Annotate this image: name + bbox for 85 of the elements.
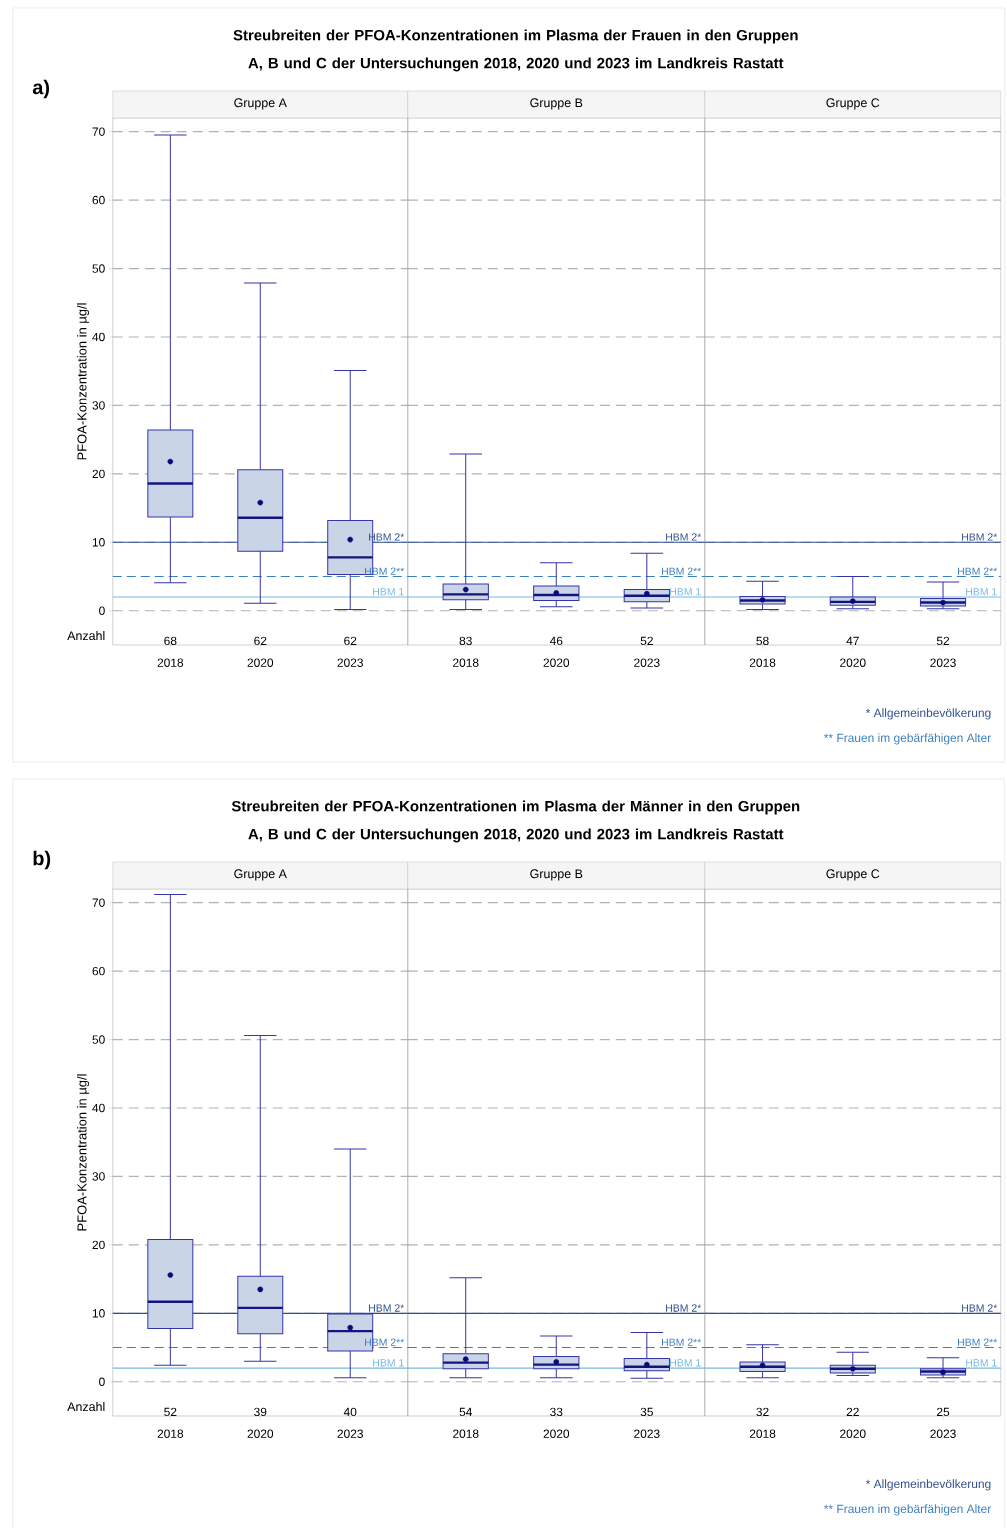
text: Anzahl [67,630,105,641]
ref-line-label: HBM 2** [958,1338,998,1346]
y-tick-label: 60 [92,195,105,205]
x-tick-label: 2020 [543,658,570,667]
x-tick-label: 2018 [749,658,776,667]
x-tick-label: 2018 [157,1429,184,1438]
y-tick-label: 10 [92,1309,105,1318]
ref-line-label: HBM 1 [670,588,701,596]
y-tick-label: 20 [92,1240,105,1250]
annotation: 54 [459,1407,473,1417]
y-tick-label: 20 [92,469,105,479]
ref-line-label: HBM 2* [666,533,702,541]
text: b) [33,850,51,870]
chart-subtitle: Gruppe B [530,869,583,881]
ref-line-label: HBM 2* [962,533,998,541]
x-tick-label: 2023 [337,1429,364,1438]
y-tick-label: 40 [92,1103,105,1113]
ref-line-label: HBM 1 [966,1359,997,1367]
annotation: 39 [254,1407,267,1417]
ref-line-label: HBM 2** [662,567,702,575]
annotation: 25 [937,1407,950,1417]
x-tick-label: 2018 [453,658,479,667]
ref-line-label: HBM 1 [373,588,404,596]
annotation: 22 [846,1407,859,1416]
ref-line-label: HBM 2* [369,1304,405,1312]
y-tick-label: 60 [92,966,105,976]
x-tick-label: 2020 [247,1429,274,1438]
y-tick-label: 0 [99,1377,105,1386]
x-tick-label: 2018 [453,1429,479,1438]
annotation: 52 [164,1407,177,1417]
chart-subtitle: Gruppe B [530,98,583,110]
y-tick-label: 30 [92,1172,105,1181]
annotation: 46 [550,636,563,646]
y-tick-label: 40 [92,332,105,342]
ref-line-label: HBM 2* [666,1304,702,1312]
annotation: 62 [344,636,357,646]
annotation: 52 [936,636,950,646]
text: * Allgemeinbevölkerung [865,1479,991,1491]
chart-subtitle: Gruppe C [826,98,880,110]
annotation: 68 [164,636,177,646]
y-tick-label: 30 [92,401,105,410]
ref-line-label: HBM 2** [958,567,998,575]
y-tick-label: 10 [92,538,105,547]
annotation: 33 [550,1407,563,1417]
x-tick-label: 2023 [930,658,956,667]
text: Streubreiten der PFOA-Konzentrationen im Plasma der Männer in den Gruppen A, B und C der Untersuchungen 2018, 2020 und 2023 im Landkreis Rastatt [231,800,800,843]
x-tick-label: 2020 [247,658,274,667]
text: ** Frauen im gebärfähigen Alter [824,1504,992,1516]
y-axis-title: PFOA-Konzentration in µg/l [77,303,90,460]
ref-line-label: HBM 2** [662,1338,702,1346]
x-tick-label: 2018 [157,658,184,667]
x-tick-label: 2018 [749,1429,776,1438]
text: ** Frauen im gebärfähigen Alter [824,733,992,745]
annotation: 40 [343,1407,357,1417]
y-axis-title: PFOA-Konzentration in µg/l [77,1074,90,1231]
chart-subtitle: Gruppe A [234,869,287,881]
y-tick-label: 50 [92,264,105,273]
y-tick-label: 70 [92,127,105,136]
annotation: 35 [640,1407,654,1417]
ref-line-label: HBM 1 [670,1359,701,1367]
x-tick-label: 2020 [840,658,866,667]
x-tick-label: 2023 [634,1429,660,1438]
y-tick-label: 50 [92,1035,105,1044]
x-tick-label: 2023 [337,658,364,667]
chart-subtitle: Gruppe C [826,869,880,881]
text: Anzahl [67,1401,105,1412]
x-tick-label: 2020 [543,1429,570,1438]
annotation: 62 [254,636,267,646]
annotation: 32 [756,1407,769,1417]
annotation: 47 [846,636,859,645]
annotation: 83 [459,636,472,646]
x-tick-label: 2023 [634,658,660,667]
ref-line-label: HBM 1 [373,1359,404,1367]
annotation: 58 [756,636,769,646]
x-tick-label: 2023 [930,1429,956,1438]
text: Streubreiten der PFOA-Konzentrationen im Plasma der Frauen in den Gruppen A, B und C der Untersuchungen 2018, 2020 und 2023 im Landkreis Rastatt [233,29,798,72]
y-tick-label: 70 [92,898,105,907]
chart-subtitle: Gruppe A [234,98,287,110]
annotation: 52 [640,636,653,646]
ref-line-label: HBM 1 [966,588,997,596]
x-tick-label: 2020 [840,1429,866,1438]
ref-line-label: HBM 2* [962,1304,998,1312]
text: a) [32,79,50,99]
y-tick-label: 0 [99,606,105,615]
text: * Allgemeinbevölkerung [865,708,991,720]
